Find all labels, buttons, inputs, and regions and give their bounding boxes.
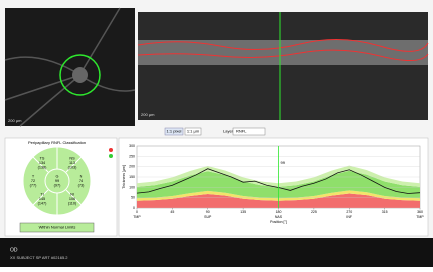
region-label: SUP [204, 215, 212, 219]
x-tick-label: 135 [240, 210, 246, 214]
x-tick-label: 270 [346, 210, 352, 214]
y-tick-label: 50 [131, 196, 135, 200]
sector-value: 106 [69, 197, 75, 201]
sector-ref: (110) [68, 202, 77, 206]
sector-label: NI [70, 193, 74, 197]
sector-value: 99 [55, 179, 59, 183]
sector-ref: (103) [68, 166, 78, 170]
status-dot [109, 148, 113, 152]
y-tick-label: 150 [129, 175, 135, 179]
sector-value: 74 [79, 179, 83, 183]
footer [0, 238, 433, 267]
sector-ref: (77) [30, 184, 37, 188]
sector-label: TI [40, 193, 43, 197]
button-label[interactable]: 1:1 pixel [167, 129, 182, 134]
y-tick-label: 200 [129, 165, 135, 169]
region-label: INF [346, 215, 352, 219]
sector-ref: (147) [38, 202, 48, 206]
sector-label: N [80, 175, 83, 179]
y-tick-label: 100 [129, 185, 135, 189]
sector-value: 72 [31, 179, 35, 183]
layer-label: Layer: [223, 129, 234, 134]
panel-title: Peripapillary RNFL Classification [28, 140, 86, 145]
x-tick-label: 360 [417, 210, 423, 214]
y-tick-label: 0 [133, 206, 135, 210]
sector-ref: (138) [38, 166, 48, 170]
region-label: NAS [275, 215, 283, 219]
optic-disc [72, 67, 88, 83]
status-dot [109, 154, 113, 158]
y-tick-label: 250 [129, 154, 135, 158]
sector-label: G [56, 175, 59, 179]
sector-label: TS [40, 157, 45, 161]
x-tick-label: 0 [136, 210, 138, 214]
sector-value: 145 [39, 197, 45, 201]
sector-label: NS [69, 157, 75, 161]
y-axis-label: Thickness [µm] [122, 165, 126, 189]
x-axis-label: Position [°] [270, 220, 287, 224]
sector-value: 113 [69, 161, 75, 165]
patient-label: XX SUBJECT SP ART #02165.2 [10, 255, 68, 260]
button-label[interactable]: 1:1 µm [187, 129, 200, 134]
cursor-label: 99 [281, 160, 286, 165]
sector-ref: (73) [78, 184, 85, 188]
x-tick-label: 315 [382, 210, 388, 214]
region-label: TMP [133, 215, 141, 219]
scale-label: 200 µm [141, 112, 155, 117]
scale-label: 200 µm [8, 118, 22, 123]
x-tick-label: 180 [276, 210, 282, 214]
screen: 200 µm 200 µm 1:1 pixel 1:1 µm Layer: RN… [0, 0, 433, 267]
layer-value[interactable]: RNFL [236, 129, 247, 134]
eye-label: OD [10, 247, 18, 253]
x-tick-label: 45 [170, 210, 174, 214]
retina-layer [138, 40, 428, 65]
fundus-image [5, 8, 135, 126]
region-label: TMP [416, 215, 424, 219]
x-tick-label: 90 [206, 210, 210, 214]
y-tick-label: 300 [129, 144, 135, 148]
x-tick-label: 225 [311, 210, 317, 214]
oct-image [138, 12, 428, 120]
sector-ref: (97) [54, 184, 61, 188]
sector-value: 134 [39, 161, 45, 165]
status-label: Within Normal Limits [39, 225, 76, 230]
